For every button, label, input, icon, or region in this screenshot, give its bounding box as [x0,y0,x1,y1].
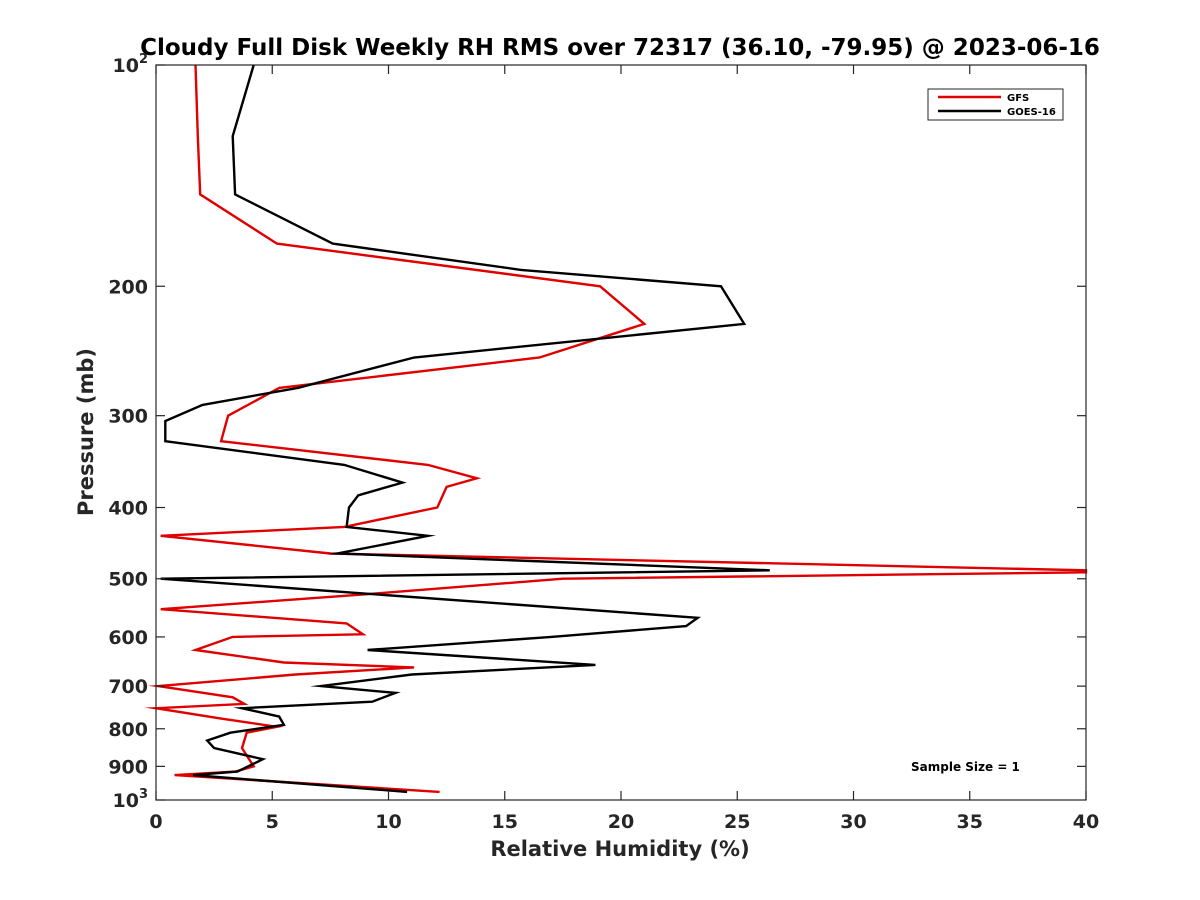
y-axis-label: Pressure (mb) [74,348,98,516]
x-axis: 0 5 10 15 20 25 30 35 40 [149,65,1099,833]
legend: GFS GOES-16 [927,88,1064,121]
plot-area-frame [155,64,1087,801]
legend-box [927,88,1064,121]
x-tick-label: 25 [724,811,750,833]
legend-label-gfs: GFS [1007,93,1029,104]
y-tick-label: 300 [108,406,148,428]
x-tick-label: 0 [149,811,162,833]
y-axis: 200 300 400 500 600 700 800 900 102 103 [108,52,1086,812]
series-layer [144,64,1088,794]
y-tick-label-power: 103 [113,787,149,812]
x-tick-label: 10 [375,811,401,833]
y-tick-label: 800 [108,719,148,741]
y-tick-label: 700 [108,676,148,698]
series-line-goes-16 [160,64,770,794]
x-tick-label: 30 [840,811,866,833]
y-tick-label: 900 [108,756,148,778]
y-tick-label: 200 [108,276,148,298]
x-tick-label: 35 [957,811,983,833]
x-axis-label: Relative Humidity (%) [490,837,749,861]
x-tick-label: 40 [1073,811,1099,833]
y-tick-label-power: 102 [113,52,149,77]
y-tick-label: 400 [108,498,148,520]
x-tick-label: 15 [492,811,518,833]
chart-title: Cloudy Full Disk Weekly RH RMS over 7231… [140,35,1100,61]
series-line-gfs [144,64,1088,794]
x-tick-label: 20 [608,811,634,833]
sample-size-annotation: Sample Size = 1 [911,760,1020,774]
y-tick-label: 500 [108,569,148,591]
legend-label-goes16: GOES-16 [1007,107,1056,118]
x-tick-label: 5 [266,811,279,833]
y-tick-label: 600 [108,627,148,649]
